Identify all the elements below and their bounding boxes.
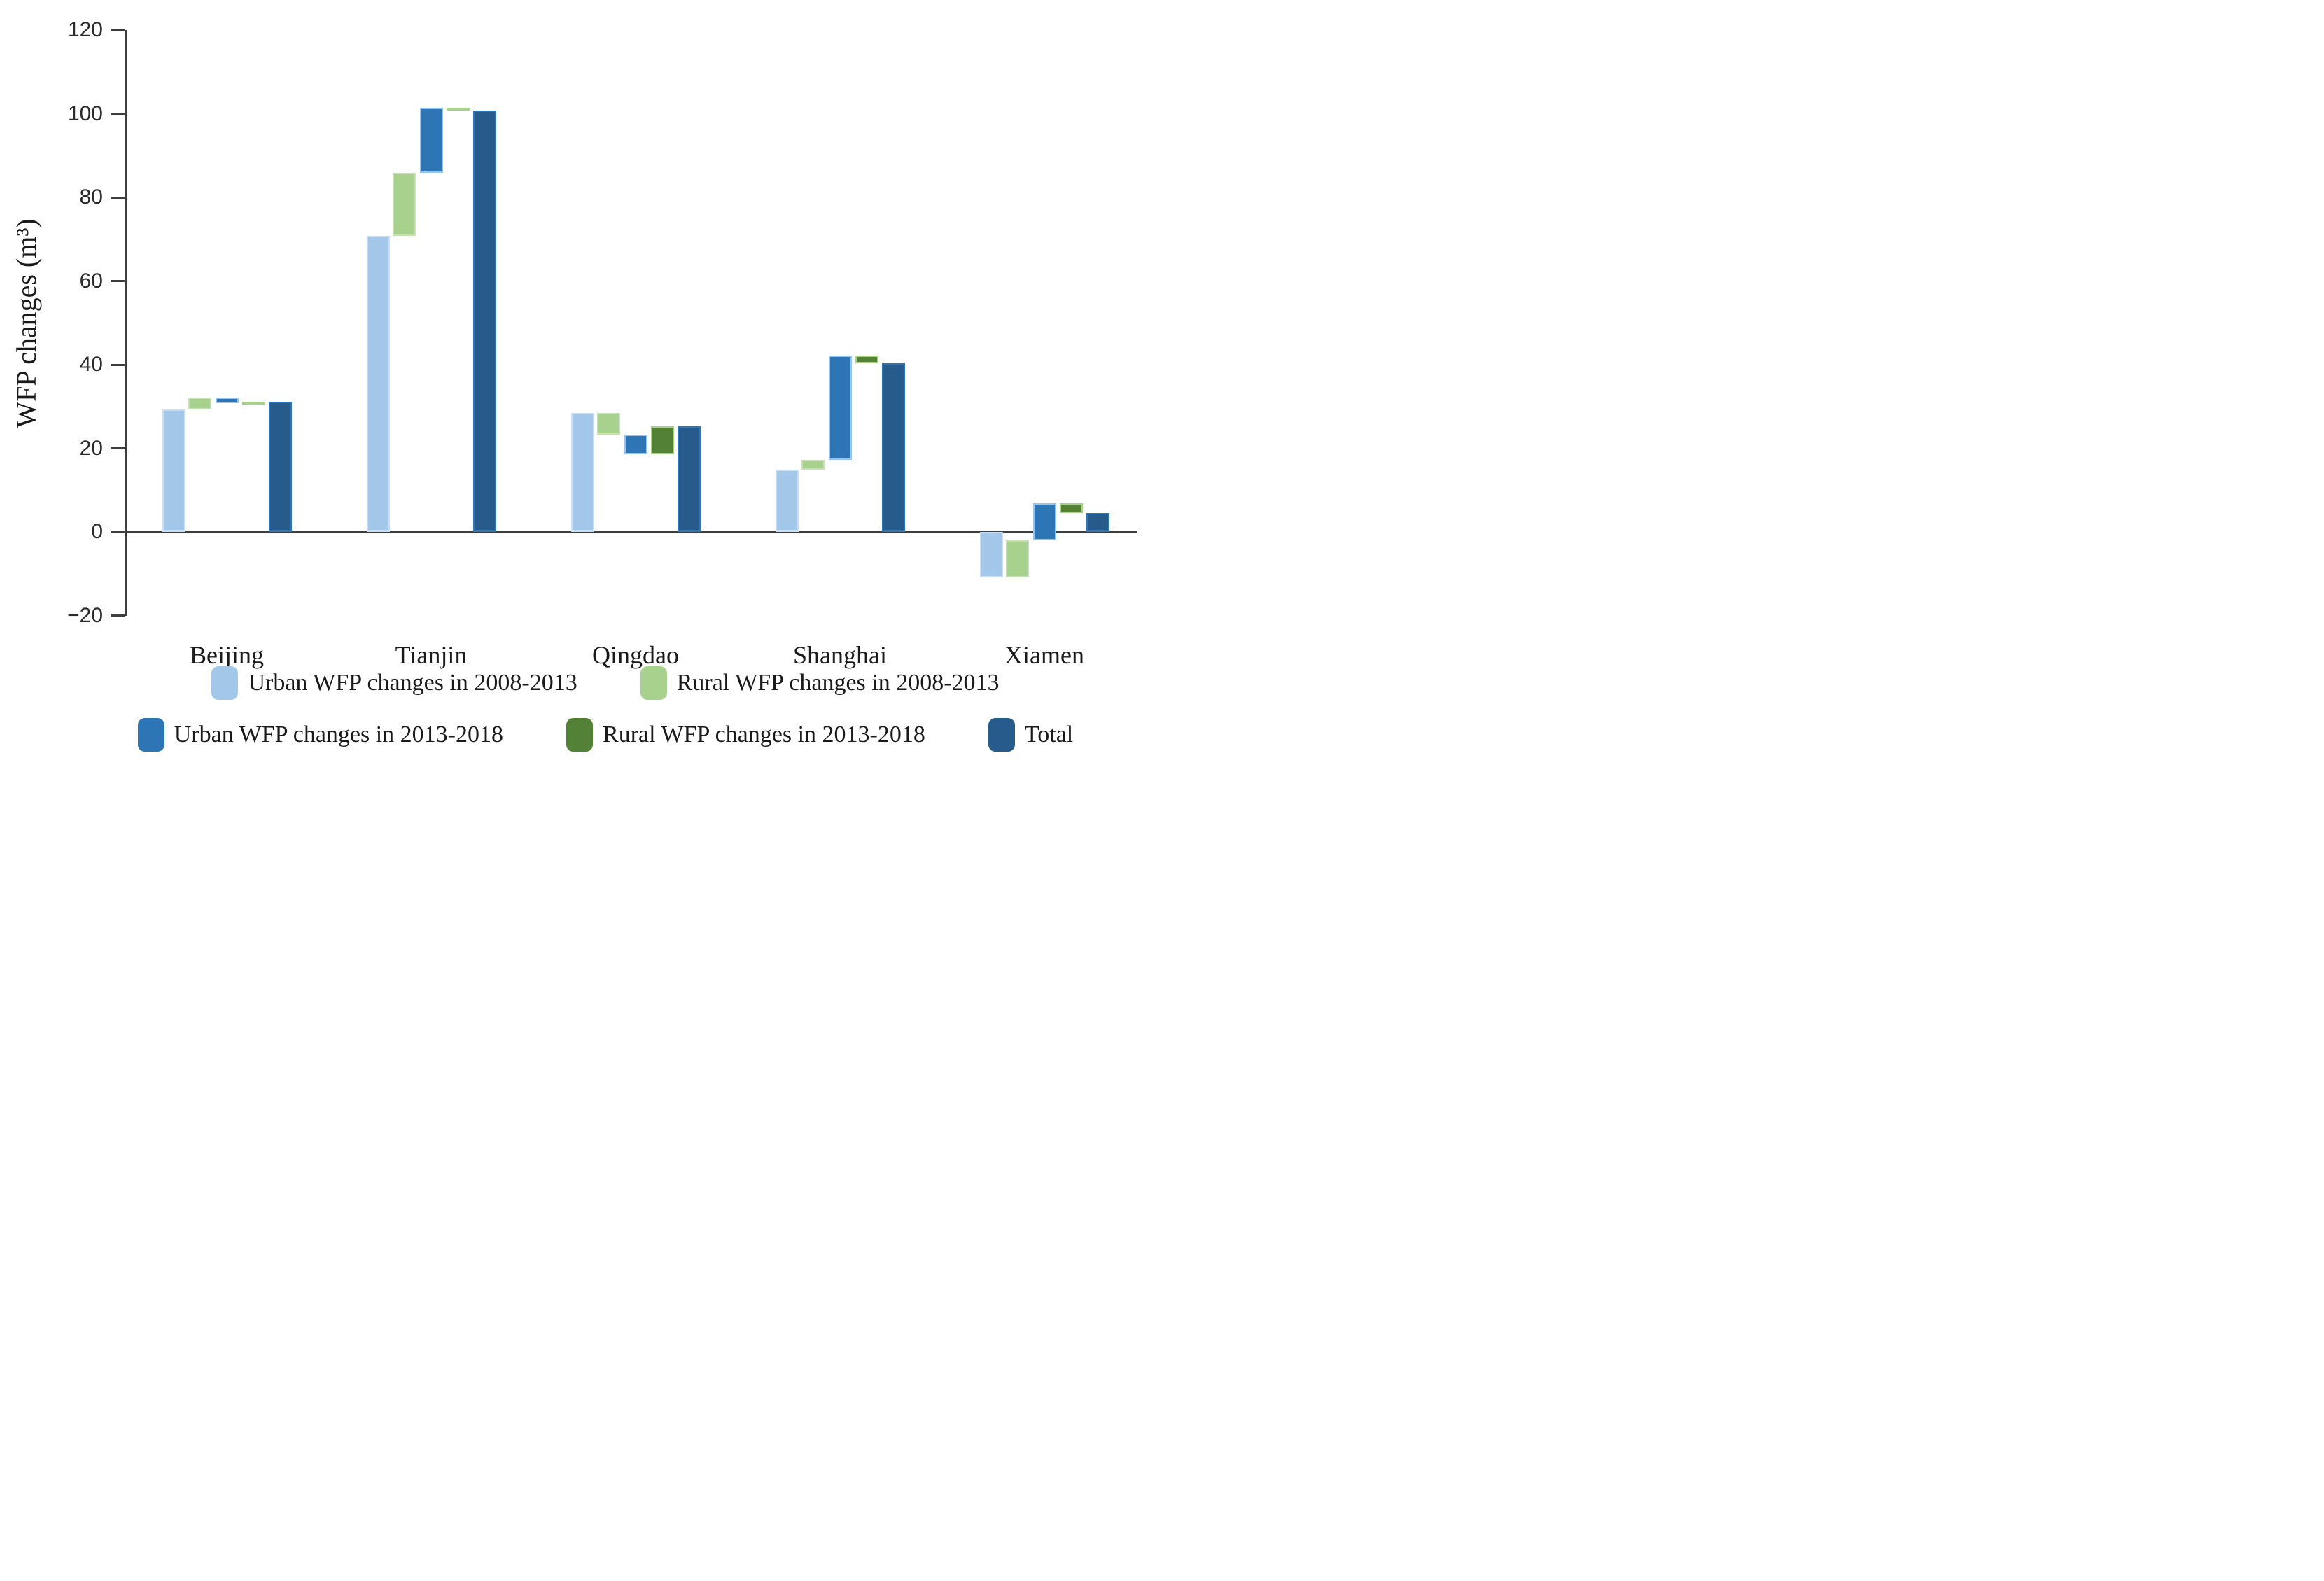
y-axis-spine bbox=[125, 30, 127, 616]
y-tick-20 bbox=[111, 447, 125, 449]
legend-label-rural-wfp-changes-in-2013-2018: Rural WFP changes in 2013-2018 bbox=[603, 722, 925, 747]
bar-xiamen-total bbox=[1086, 512, 1110, 532]
legend-label-total: Total bbox=[1024, 722, 1074, 747]
bar-shanghai-rural-wfp-changes-in-2013-2018 bbox=[855, 355, 878, 364]
bar-tianjin-total bbox=[472, 110, 496, 532]
bar-beijing-urban-wfp-changes-in-2013-2018 bbox=[215, 398, 239, 403]
legend-row-1: Urban WFP changes in 2008-2013 Rural WFP … bbox=[0, 666, 1162, 700]
y-tick-label-0: 0 bbox=[91, 520, 103, 543]
legend-item-total: Total bbox=[988, 718, 1073, 752]
bar-tianjin-urban-wfp-changes-in-2013-2018 bbox=[419, 108, 443, 173]
y-tick-0 bbox=[111, 530, 125, 533]
y-tick-60 bbox=[111, 280, 125, 282]
waterfall-chart: WFP changes (m³) 120 100 80 60 40 20 0 −20 Beij… bbox=[0, 0, 1162, 791]
bar-qingdao-total bbox=[677, 426, 701, 532]
x-label-beijing: Beijing bbox=[190, 641, 264, 669]
y-axis-title: WFP changes (m³) bbox=[10, 218, 42, 428]
bar-qingdao-urban-wfp-changes-in-2013-2018 bbox=[624, 434, 648, 455]
legend-swatch-urban-wfp-changes-in-2008-2013 bbox=[211, 666, 239, 700]
bar-xiamen-rural-wfp-changes-in-2013-2018 bbox=[1060, 503, 1083, 513]
x-label-shanghai: Shanghai bbox=[793, 641, 887, 669]
bar-beijing-urban-wfp-changes-in-2008-2013 bbox=[162, 409, 186, 532]
bar-beijing-total bbox=[268, 402, 292, 532]
bar-beijing-rural-wfp-changes-in-2008-2013 bbox=[188, 398, 211, 409]
legend: Urban WFP changes in 2008-2013 Rural WFP … bbox=[0, 666, 1162, 770]
legend-swatch-total bbox=[988, 718, 1015, 752]
y-tick-20 bbox=[111, 614, 125, 617]
bar-xiamen-rural-wfp-changes-in-2008-2013 bbox=[1006, 540, 1029, 578]
legend-swatch-rural-wfp-changes-in-2013-2018 bbox=[566, 718, 594, 752]
y-tick-label-40: 40 bbox=[79, 353, 103, 376]
y-tick-label-60: 60 bbox=[79, 269, 103, 293]
y-tick-label-100: 100 bbox=[67, 101, 103, 125]
legend-swatch-urban-wfp-changes-in-2013-2018 bbox=[137, 718, 164, 752]
bar-shanghai-rural-wfp-changes-in-2008-2013 bbox=[802, 459, 825, 470]
legend-swatch-rural-wfp-changes-in-2008-2013 bbox=[640, 666, 667, 700]
x-axis-line bbox=[125, 530, 1138, 533]
legend-label-urban-wfp-changes-in-2013-2018: Urban WFP changes in 2013-2018 bbox=[174, 722, 504, 747]
bar-xiamen-urban-wfp-changes-in-2013-2018 bbox=[1032, 503, 1056, 540]
y-tick-40 bbox=[111, 363, 125, 366]
legend-label-rural-wfp-changes-in-2008-2013: Rural WFP changes in 2008-2013 bbox=[676, 670, 1000, 696]
y-tick-label-20: 20 bbox=[79, 436, 103, 460]
bar-shanghai-total bbox=[881, 363, 905, 532]
legend-item-rural-wfp-changes-in-2013-2018: Rural WFP changes in 2013-2018 bbox=[566, 718, 925, 752]
bar-tianjin-rural-wfp-changes-in-2013-2018 bbox=[447, 108, 470, 111]
bar-qingdao-rural-wfp-changes-in-2013-2018 bbox=[651, 426, 674, 455]
bar-shanghai-urban-wfp-changes-in-2013-2018 bbox=[828, 355, 852, 460]
bar-tianjin-urban-wfp-changes-in-2008-2013 bbox=[366, 235, 390, 532]
legend-item-rural-wfp-changes-in-2008-2013: Rural WFP changes in 2008-2013 bbox=[640, 666, 1000, 700]
y-tick-120 bbox=[111, 29, 125, 31]
bar-tianjin-rural-wfp-changes-in-2008-2013 bbox=[393, 172, 416, 236]
bar-beijing-rural-wfp-changes-in-2013-2018 bbox=[242, 402, 265, 405]
bar-shanghai-urban-wfp-changes-in-2008-2013 bbox=[775, 469, 799, 532]
bar-qingdao-urban-wfp-changes-in-2008-2013 bbox=[570, 412, 594, 532]
y-tick-label-120: 120 bbox=[67, 18, 103, 41]
x-label-tianjin: Tianjin bbox=[395, 641, 468, 669]
y-tick-label-80: 80 bbox=[79, 185, 103, 209]
y-tick-label-20: −20 bbox=[67, 603, 103, 627]
legend-label-urban-wfp-changes-in-2008-2013: Urban WFP changes in 2008-2013 bbox=[248, 670, 578, 696]
y-tick-80 bbox=[111, 196, 125, 199]
legend-item-urban-wfp-changes-in-2008-2013: Urban WFP changes in 2008-2013 bbox=[211, 666, 578, 700]
bar-qingdao-rural-wfp-changes-in-2008-2013 bbox=[597, 412, 620, 435]
legend-row-2: Urban WFP changes in 2013-2018 Rural WFP … bbox=[0, 718, 1162, 752]
x-label-qingdao: Qingdao bbox=[592, 641, 679, 669]
y-tick-100 bbox=[111, 113, 125, 115]
bar-xiamen-urban-wfp-changes-in-2008-2013 bbox=[979, 532, 1003, 578]
x-label-xiamen: Xiamen bbox=[1004, 641, 1084, 669]
legend-item-urban-wfp-changes-in-2013-2018: Urban WFP changes in 2013-2018 bbox=[137, 718, 504, 752]
